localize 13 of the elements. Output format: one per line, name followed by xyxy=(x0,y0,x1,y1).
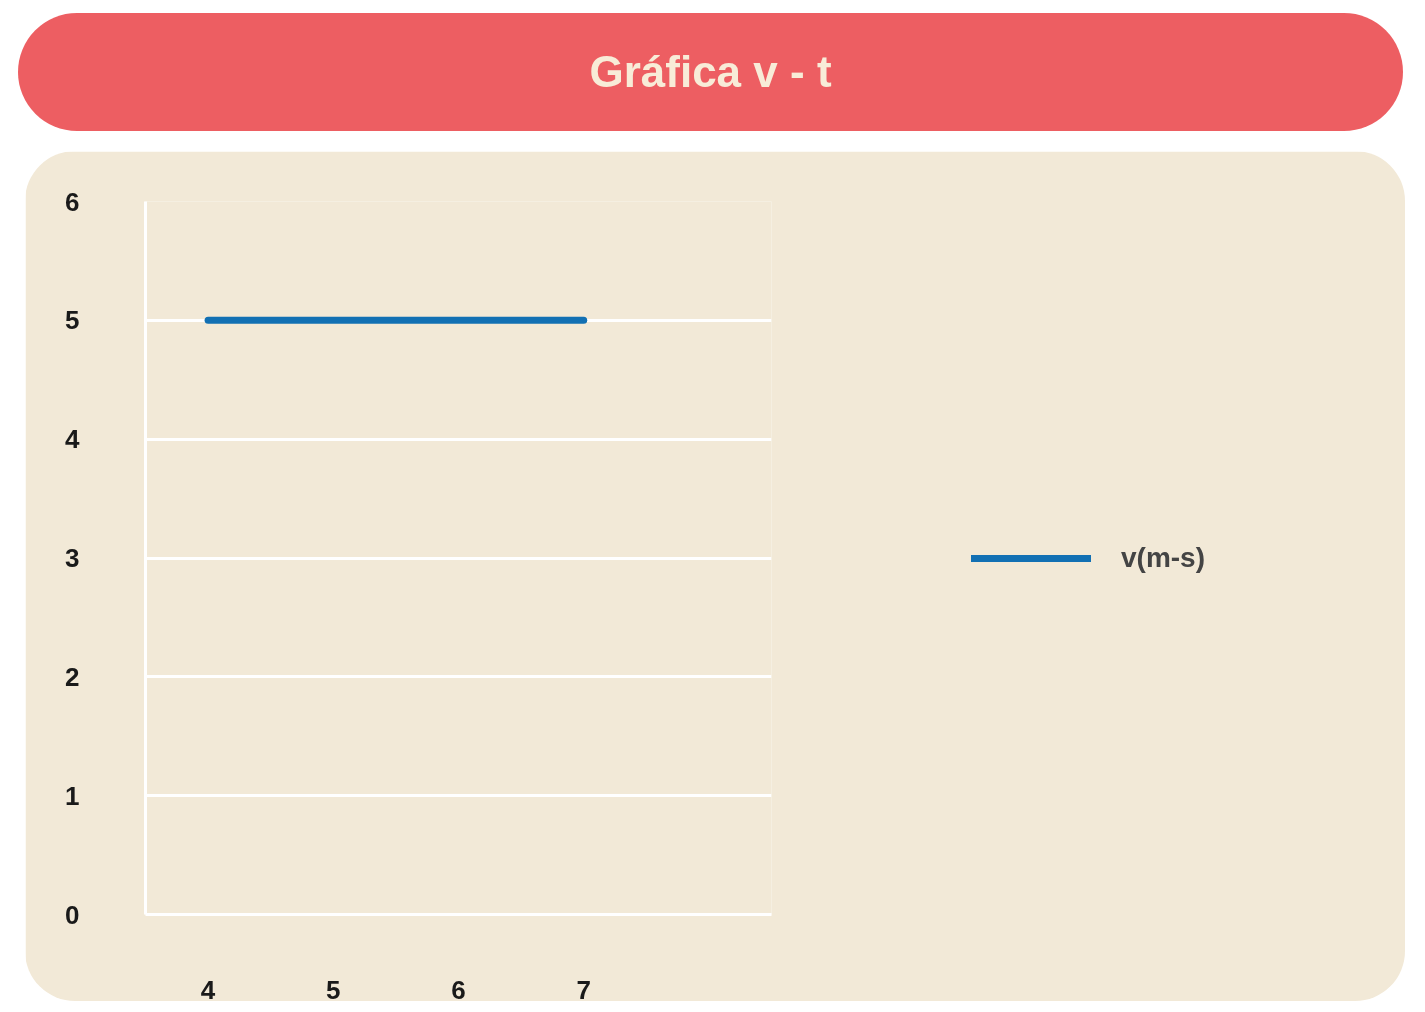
y-tick-label: 5 xyxy=(65,305,80,336)
x-tick-label: 7 xyxy=(576,974,591,1005)
chart-title: Gráfica v - t xyxy=(589,46,832,98)
y-tick-label: 3 xyxy=(65,543,80,573)
y-tick-label: 4 xyxy=(65,424,81,455)
y-tick-label: 6 xyxy=(65,186,80,217)
y-tick-label: 1 xyxy=(65,780,80,811)
x-tick-label: 6 xyxy=(451,974,466,1005)
x-tick-label: 4 xyxy=(200,974,216,1005)
y-tick-label: 0 xyxy=(65,899,80,930)
y-tick-label: 2 xyxy=(65,661,80,692)
legend-label: v(m-s) xyxy=(1120,541,1206,574)
x-tick-label: 5 xyxy=(326,974,341,1005)
